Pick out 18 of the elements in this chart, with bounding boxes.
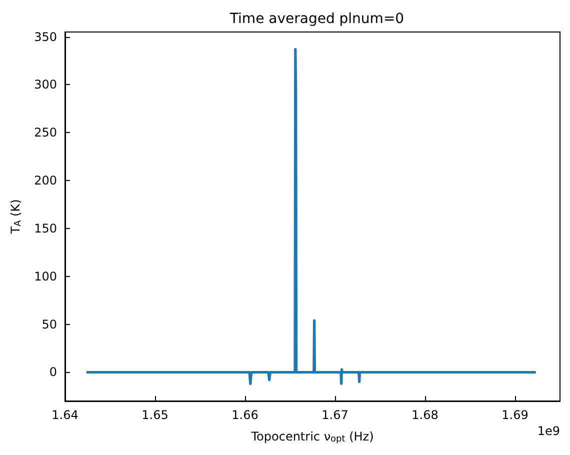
y-tick-label: 100 bbox=[34, 269, 57, 284]
y-tick-label: 50 bbox=[42, 317, 57, 332]
y-tick-label: 300 bbox=[34, 78, 57, 92]
chart-title: Time averaged plnum=0 bbox=[228, 11, 404, 27]
y-tick-label: 150 bbox=[34, 221, 57, 236]
x-tick-label: 1.65 bbox=[142, 408, 168, 422]
y-tick-label: 200 bbox=[34, 174, 57, 188]
y-tick-label: 0 bbox=[49, 365, 57, 380]
x-tick-label: 1.66 bbox=[232, 408, 258, 422]
text: 1e9 bbox=[537, 424, 560, 438]
x-tick-label: 1.68 bbox=[412, 408, 438, 422]
line-series bbox=[86, 48, 536, 386]
y-axis-title: TA (K) bbox=[8, 199, 24, 235]
x-tick-label: 1.67 bbox=[322, 408, 348, 422]
y-tick-label: 350 bbox=[34, 30, 57, 44]
y-tick-label: 250 bbox=[34, 126, 57, 140]
x-tick-label: 1.69 bbox=[502, 408, 528, 422]
x-tick-label: 1.64 bbox=[52, 408, 78, 422]
